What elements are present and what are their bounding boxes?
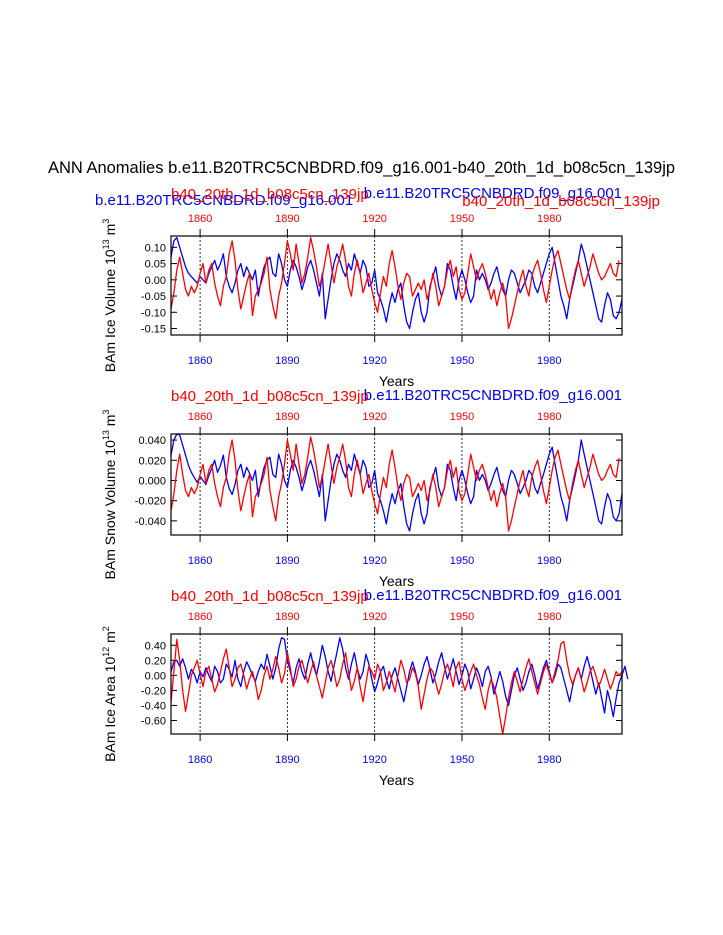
header-right-case-a: b.e11.B20TRC5CNBDRD.f09_g16.001 [364,387,622,404]
bottom-x-tick-label: 1950 [450,555,474,567]
top-x-tick-label: 1920 [362,213,386,225]
top-x-tick-label: 1950 [450,611,474,623]
bottom-x-tick-label: 1920 [362,355,386,367]
chart-ice-volume: b.e11.B20TRC5CNBDRD.f09_g16.001b40_20th_… [95,185,660,389]
y-axis-label-unit: m [102,631,118,647]
bottom-x-tick-label: 1920 [362,555,386,567]
series-line-case-a [170,236,623,330]
x-axis-label: Years [379,573,414,589]
top-x-tick-label: 1860 [188,213,212,225]
bottom-x-tick-label: 1950 [450,355,474,367]
top-x-tick-label: 1860 [188,611,212,623]
y-tick-label: -0.040 [135,516,166,528]
header-right-case-a: b.e11.B20TRC5CNBDRD.f09_g16.001 [364,587,622,604]
y-tick-label: 0.40 [145,640,166,652]
figure-title: ANN Anomalies b.e11.B20TRC5CNBDRD.f09_g1… [48,159,675,177]
y-tick-label: 0.00 [145,670,166,682]
y-tick-label: -0.20 [141,685,166,697]
header-left-case-b: b40_20th_1d_b08c5cn_139jp [171,186,369,203]
header-left-case-b: b40_20th_1d_b08c5cn_139jp [171,388,369,405]
bottom-x-tick-label: 1860 [188,555,212,567]
y-tick-label: 0.05 [145,259,166,271]
y-axis-label-unit: m [102,224,118,240]
y-axis-label-text: BAm Ice Volume 10 [102,249,118,372]
plot-frame [170,235,623,336]
bottom-x-tick-label: 1980 [537,754,561,766]
y-axis-label-text: BAm Snow Volume 10 [102,440,118,580]
x-axis-label: Years [379,373,414,389]
y-tick-label: 0.020 [138,455,166,467]
bottom-x-tick-label: 1860 [188,754,212,766]
y-tick-label: 0.20 [145,655,166,667]
plot-frame [170,433,623,536]
y-tick-label: -0.40 [141,700,166,712]
bottom-x-tick-label: 1890 [275,555,299,567]
top-x-tick-label: 1980 [537,611,561,623]
top-x-tick-label: 1950 [450,411,474,423]
y-axis-label-exponent: 12 [101,647,111,657]
y-tick-label: 0.10 [145,242,166,254]
y-axis-label-exponent: 13 [101,239,111,249]
x-axis-label: Years [379,772,414,788]
bottom-x-tick-label: 1950 [450,754,474,766]
y-axis-label-exponent: 13 [101,430,111,440]
y-tick-label: 0.00 [145,275,166,287]
y-tick-label: -0.15 [141,324,166,336]
header-left-case-b: b40_20th_1d_b08c5cn_139jp [171,588,369,605]
y-axis-label-text: BAm Ice Area 10 [102,657,118,762]
y-tick-label: 0.040 [138,435,166,447]
top-x-tick-label: 1980 [537,411,561,423]
y-tick-label: -0.10 [141,307,166,319]
series-line-case-a [170,433,623,532]
y-axis-label-unit: m [102,415,118,431]
header-right-case-a: b.e11.B20TRC5CNBDRD.f09_g16.001 [364,185,622,202]
y-axis-label-unit-exponent: 3 [101,219,111,224]
charts-container: b.e11.B20TRC5CNBDRD.f09_g16.001b40_20th_… [95,185,660,788]
top-x-tick-label: 1890 [275,611,299,623]
bottom-x-tick-label: 1980 [537,555,561,567]
y-tick-label: 0.000 [138,475,166,487]
top-x-tick-label: 1920 [362,611,386,623]
header-left-case-a: b.e11.B20TRC5CNBDRD.f09_g16.001 [95,192,353,209]
y-tick-label: -0.60 [141,715,166,727]
bottom-x-tick-label: 1920 [362,754,386,766]
y-axis-label: BAm Ice Area 1012 m2 [101,626,118,762]
chart-snow-volume: b40_20th_1d_b08c5cn_139jpb.e11.B20TRC5CN… [101,387,623,589]
y-axis-label-unit-exponent: 3 [101,410,111,415]
y-tick-label: -0.020 [135,496,166,508]
series-line-case-b [170,638,623,735]
y-axis-label: BAm Ice Volume 1013 m3 [101,219,118,373]
bottom-x-tick-label: 1890 [275,754,299,766]
top-x-tick-label: 1860 [188,411,212,423]
bottom-x-tick-label: 1860 [188,355,212,367]
series-line-case-b [170,436,620,532]
top-x-tick-label: 1890 [275,213,299,225]
header-right-case-b: b40_20th_1d_b08c5cn_139jp [462,193,660,210]
top-x-tick-label: 1950 [450,213,474,225]
y-axis-label-unit-exponent: 2 [101,626,111,631]
top-x-tick-label: 1920 [362,411,386,423]
y-tick-label: -0.05 [141,291,166,303]
top-x-tick-label: 1980 [537,213,561,225]
y-axis-label: BAm Snow Volume 1013 m3 [101,410,118,580]
bottom-x-tick-label: 1890 [275,355,299,367]
top-x-tick-label: 1890 [275,411,299,423]
chart-ice-area: b40_20th_1d_b08c5cn_139jpb.e11.B20TRC5CN… [101,587,629,788]
plot-frame [170,633,623,735]
series-line-case-b [170,236,620,330]
bottom-x-tick-label: 1980 [537,355,561,367]
